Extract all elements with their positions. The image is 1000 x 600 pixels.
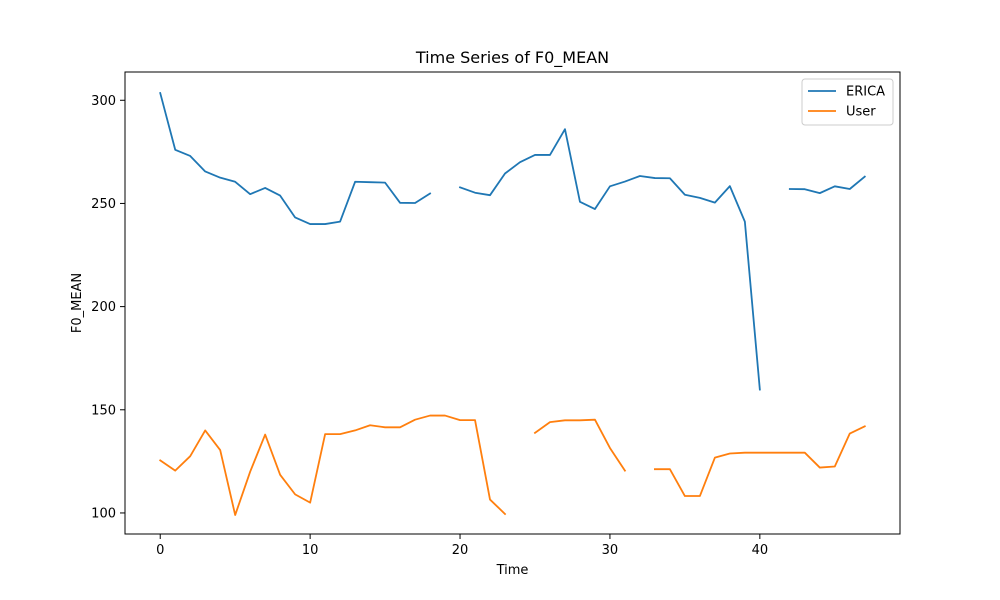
y-tick-label: 150 [91,403,116,418]
y-tick-label: 300 [91,94,116,109]
y-axis-title: F0_MEAN [70,273,85,333]
x-tick-label: 10 [302,543,319,558]
x-tick-label: 40 [752,543,769,558]
x-tick-label: 0 [156,543,164,558]
series-layer [158,91,867,516]
x-tick-label: 30 [602,543,619,558]
legend-label-user: User [846,105,876,120]
series-line-erica [159,91,867,391]
legend: ERICA User [801,78,894,126]
y-tick-label: 100 [91,506,116,521]
y-tick-label: 250 [91,197,116,212]
plot-frame [124,71,901,535]
y-axis: 100 150 200 250 300 [91,94,125,521]
x-axis-title: Time [496,563,529,578]
chart-title: Time Series of F0_MEAN [415,48,609,68]
legend-label-erica: ERICA [846,85,885,100]
x-axis: 0 10 20 30 40 [156,534,768,558]
series-line-user [158,414,866,516]
x-tick-label: 20 [452,543,469,558]
y-tick-label: 200 [91,300,116,315]
